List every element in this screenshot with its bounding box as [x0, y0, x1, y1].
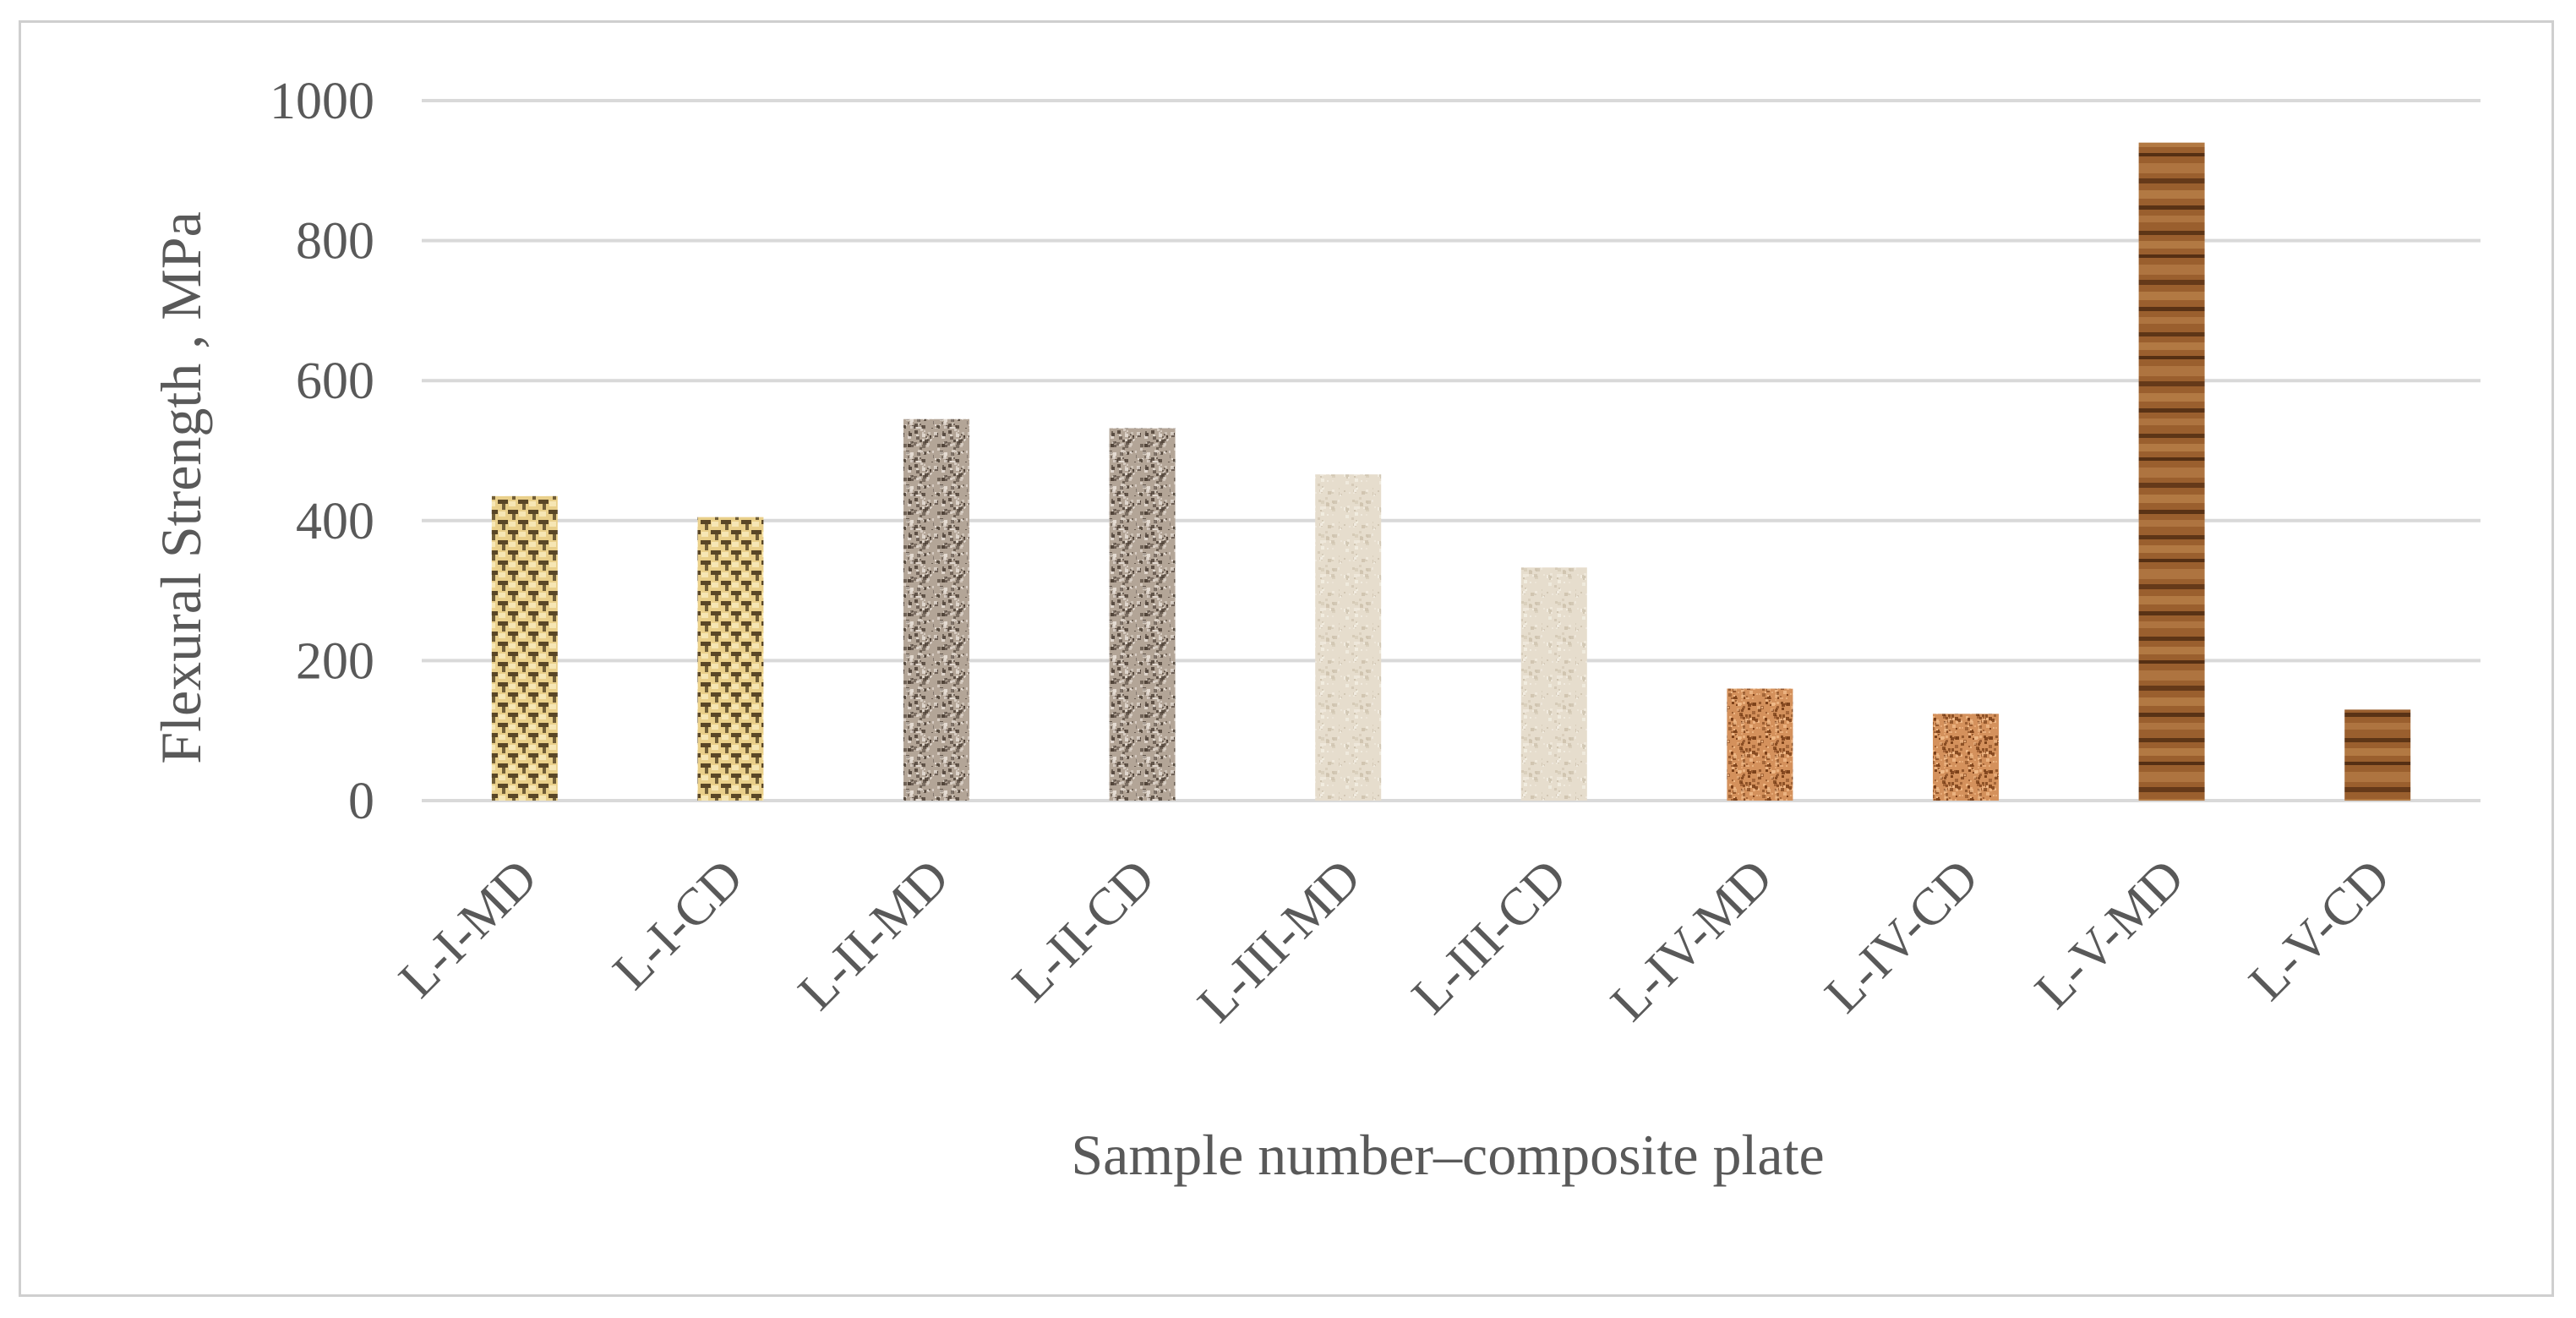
- bar-L-IV-MD: [1727, 688, 1793, 801]
- x-tick-label-L-III-MD: L-III-MD: [1187, 849, 1373, 1034]
- x-tick-label-L-III-CD: L-III-CD: [1401, 849, 1578, 1025]
- bar-L-I-CD: [697, 517, 764, 801]
- chart-frame: 0 200 400 600 800 1000 L-I-MD L-I-CD L-II-MD L-I…: [19, 20, 2554, 1297]
- y-axis-title: Flexural Strength , MPa: [149, 211, 213, 764]
- bar-L-V-MD: [2138, 142, 2205, 801]
- bars: [491, 142, 2411, 801]
- y-tick-label-1000: 1000: [270, 73, 374, 130]
- bar-L-I-MD: [491, 495, 558, 801]
- y-axis-ticks: 0 200 400 600 800 1000: [270, 73, 374, 830]
- x-axis-title: Sample number–composite plate: [1071, 1123, 1824, 1187]
- x-tick-label-L-II-MD: L-II-MD: [788, 849, 960, 1021]
- bar-L-III-MD: [1315, 474, 1382, 801]
- x-tick-label-L-IV-MD: L-IV-MD: [1600, 849, 1783, 1032]
- y-tick-label-400: 400: [296, 493, 374, 550]
- x-tick-label-L-I-CD: L-I-CD: [603, 849, 755, 1001]
- bar-L-II-MD: [903, 418, 969, 801]
- y-tick-label-200: 200: [296, 632, 374, 690]
- x-tick-label-L-I-MD: L-I-MD: [388, 849, 548, 1009]
- x-axis-ticks: L-I-MD L-I-CD L-II-MD L-II-CD L-III-MD L-III-…: [388, 849, 2401, 1034]
- bar-L-II-CD: [1109, 428, 1176, 801]
- y-tick-label-600: 600: [296, 353, 374, 410]
- y-tick-label-0: 0: [348, 773, 374, 830]
- x-tick-label-L-II-CD: L-II-CD: [1001, 849, 1165, 1013]
- x-tick-label-L-V-MD: L-V-MD: [2024, 849, 2195, 1020]
- bar-L-V-CD: [2344, 709, 2411, 801]
- x-tick-label-L-V-CD: L-V-CD: [2238, 849, 2401, 1012]
- gridlines: [422, 99, 2480, 802]
- x-tick-label-L-IV-CD: L-IV-CD: [1815, 849, 1989, 1024]
- bar-L-III-CD: [1520, 567, 1587, 801]
- bar-L-IV-CD: [1933, 714, 1999, 801]
- y-tick-label-800: 800: [296, 213, 374, 271]
